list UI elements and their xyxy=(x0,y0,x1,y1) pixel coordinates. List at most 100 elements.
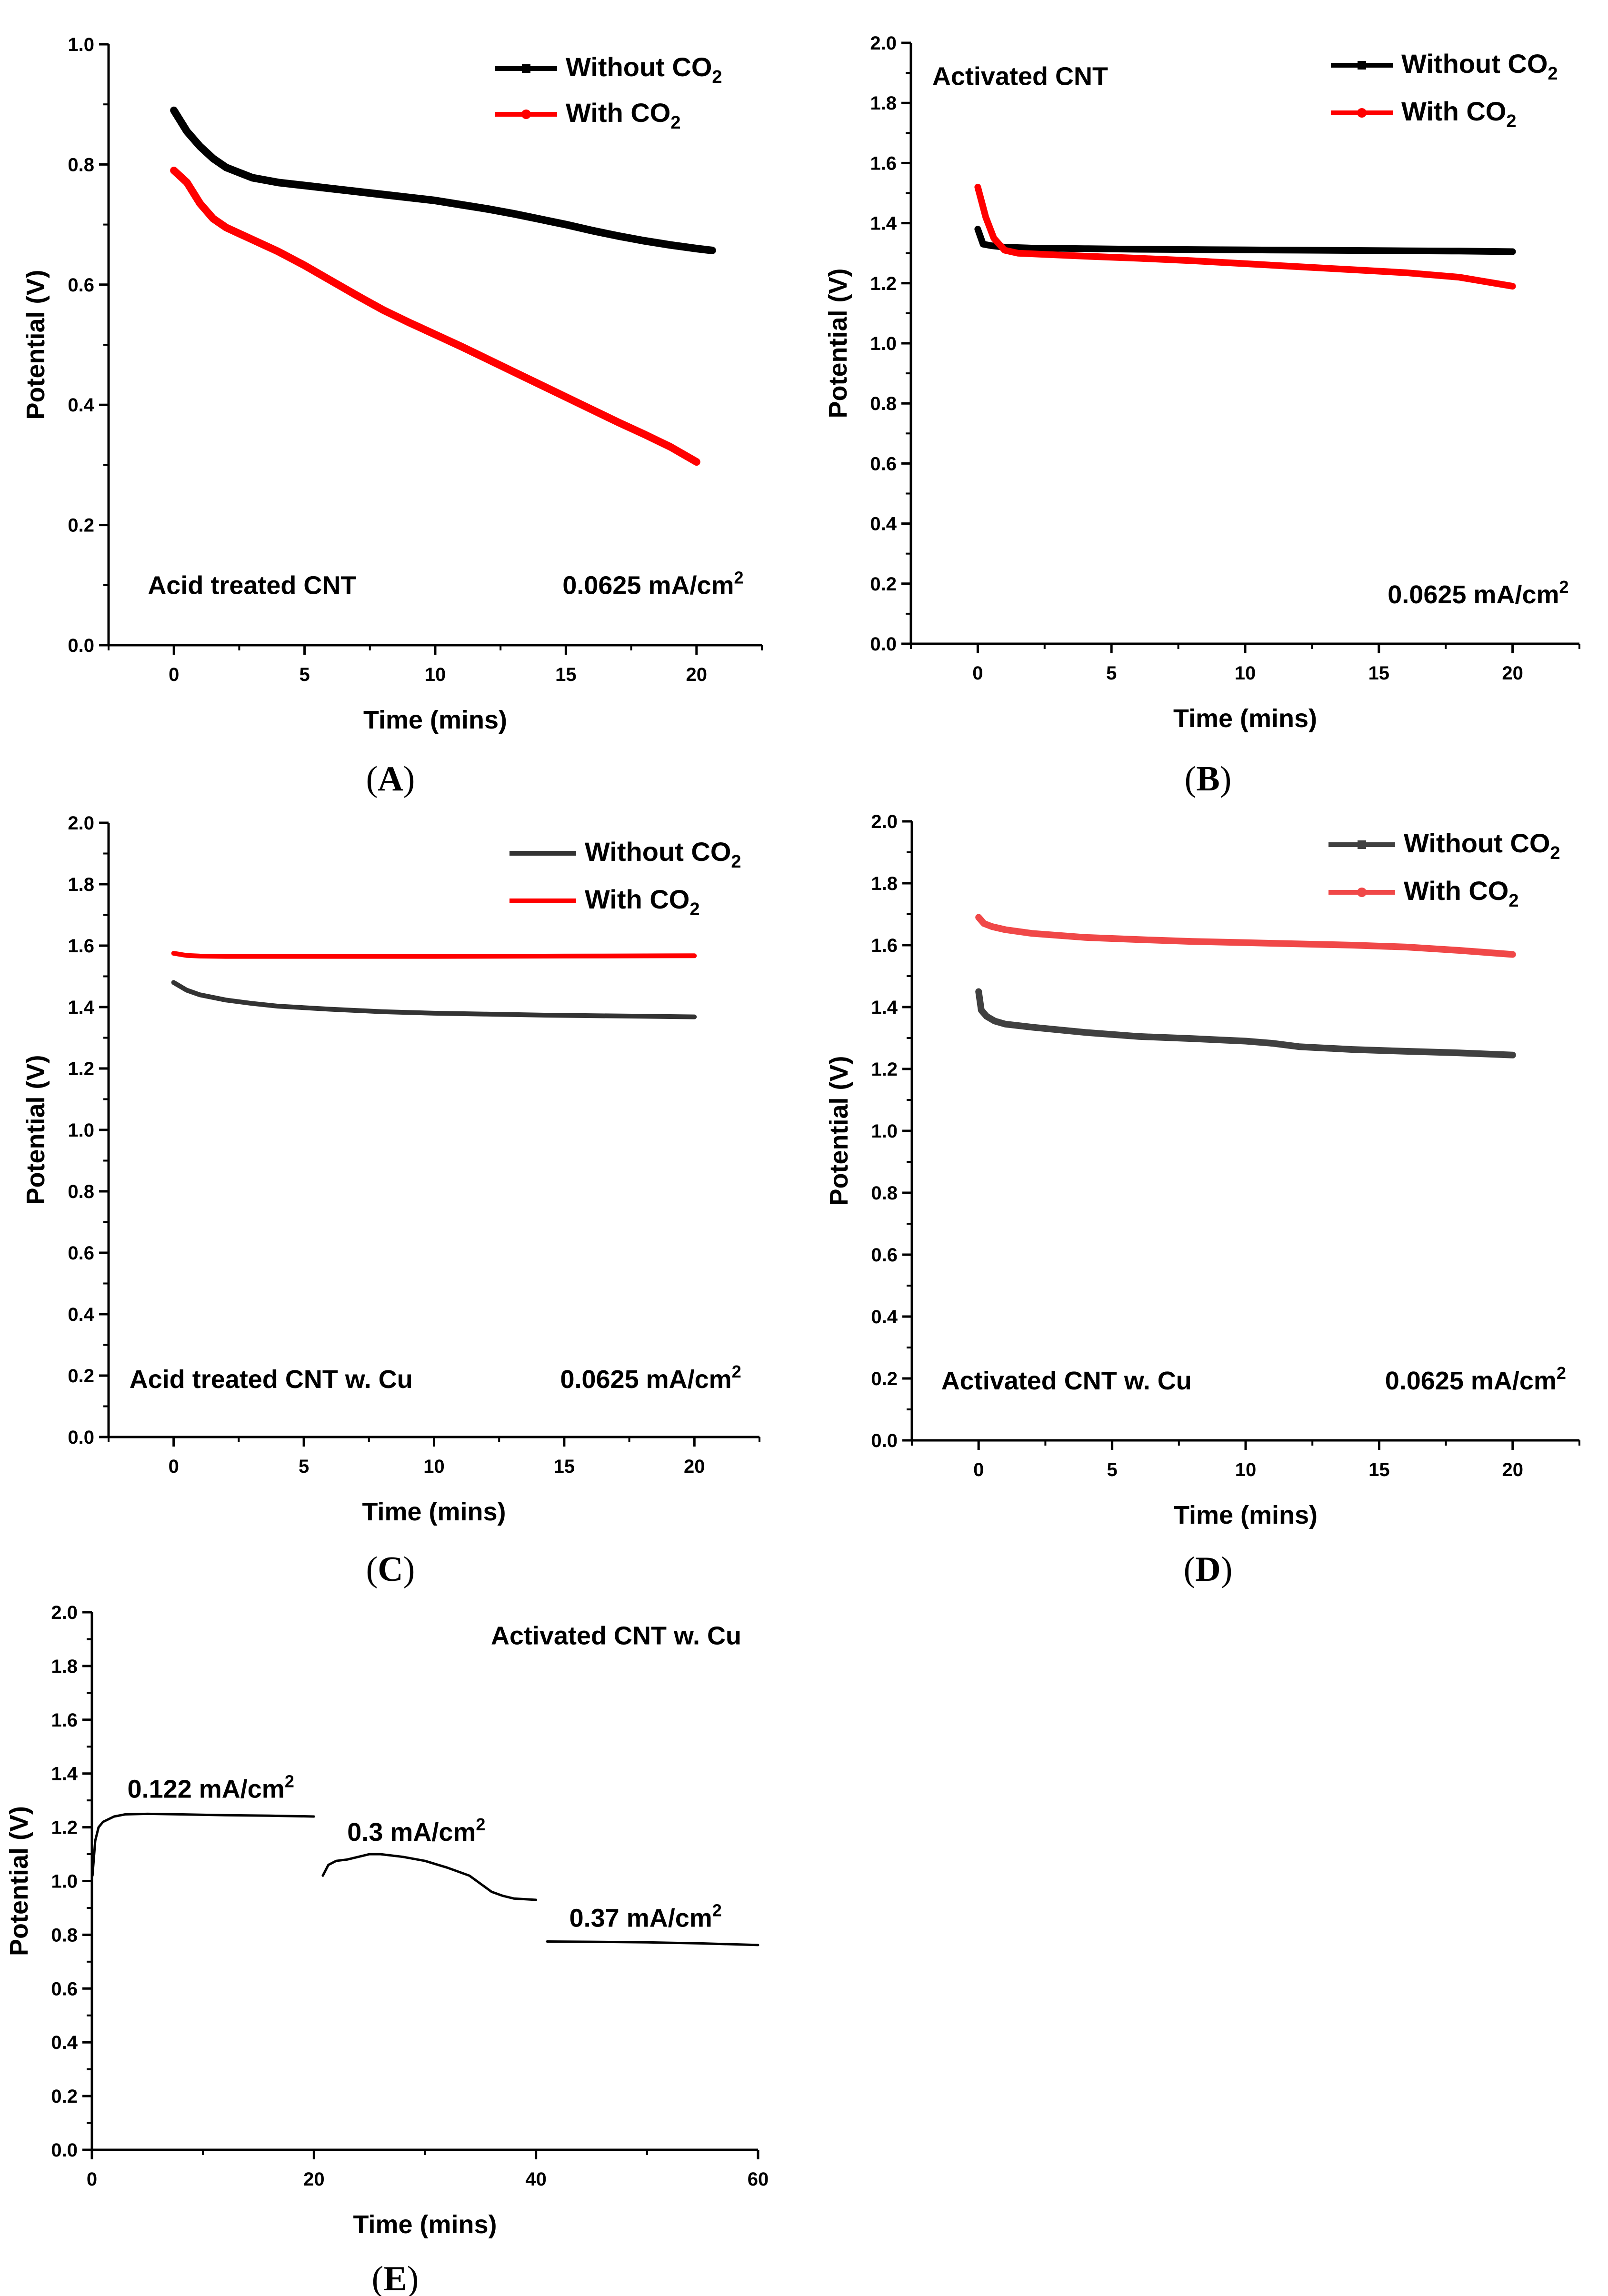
annotation: Acid treated CNT w. Cu xyxy=(130,1365,413,1394)
y-tick-label: 0.6 xyxy=(68,1243,94,1264)
y-tick-label: 0.0 xyxy=(870,634,897,655)
x-tick-label: 0 xyxy=(973,1459,984,1480)
x-tick-label: 10 xyxy=(425,664,446,685)
y-tick-label: 0.6 xyxy=(51,1978,78,1999)
y-tick-label: 1.0 xyxy=(870,333,897,354)
legend-label: Without CO2 xyxy=(1401,49,1558,84)
y-tick-label: 1.6 xyxy=(870,153,897,174)
annotation: Activated CNT xyxy=(932,62,1108,90)
series-line xyxy=(974,183,1516,290)
x-tick-label: 0 xyxy=(972,663,983,684)
y-tick-label: 0.0 xyxy=(51,2140,78,2161)
y-tick-label: 0.2 xyxy=(870,574,897,595)
y-tick-label: 0.8 xyxy=(871,1183,898,1204)
y-tick-label: 0.6 xyxy=(68,275,94,296)
panel-caption: (C) xyxy=(366,1550,415,1589)
panel-caption: (E) xyxy=(372,2259,419,2296)
y-tick-label: 0.4 xyxy=(51,2032,78,2053)
x-tick-label: 15 xyxy=(554,1456,575,1477)
legend-label: Without CO2 xyxy=(566,52,722,87)
x-tick-label: 10 xyxy=(1235,663,1256,684)
y-tick-label: 2.0 xyxy=(870,33,897,54)
y-axis-title: Potential (V) xyxy=(824,268,852,418)
chart-panel-A: 0.0 0.2 0.4 0.6 0.8 1.0 0 5 10 15 20 Time (mins) Pot… xyxy=(21,34,763,799)
y-tick-label: 1.6 xyxy=(871,935,898,956)
x-axis-title: Time (mins) xyxy=(1173,704,1317,733)
x-tick-label: 10 xyxy=(1235,1459,1257,1480)
x-tick-label: 20 xyxy=(686,664,708,685)
y-axis-title: Potential (V) xyxy=(21,270,50,419)
y-axis-title: Potential (V) xyxy=(21,1055,50,1205)
legend-label: Without CO2 xyxy=(585,837,741,872)
x-tick-label: 5 xyxy=(1107,1459,1117,1480)
y-tick-label: 0.4 xyxy=(68,1304,94,1325)
x-axis-title: Time (mins) xyxy=(353,2210,497,2239)
series-line xyxy=(321,1853,538,1901)
y-tick-label: 0.6 xyxy=(870,453,897,474)
y-tick-label: 1.0 xyxy=(68,1120,94,1141)
legend-marker xyxy=(1357,888,1367,897)
chart-panel-E: 0.0 0.2 0.4 0.6 0.8 1.0 1.2 1.4 1.6 1.8 2.0 0 20 40 60… xyxy=(5,1602,769,2296)
y-tick-label: 1.4 xyxy=(871,997,898,1018)
y-axis-title: Potential (V) xyxy=(5,1806,33,1956)
chart-panel-C: 0.0 0.2 0.4 0.6 0.8 1.0 1.2 1.4 1.6 1.8 2.0 0 5 10 15 2… xyxy=(21,813,760,1589)
y-tick-label: 1.8 xyxy=(51,1656,78,1677)
y-tick-label: 1.2 xyxy=(51,1817,78,1838)
x-tick-label: 0 xyxy=(169,664,179,685)
y-tick-label: 1.8 xyxy=(68,874,94,895)
legend-label: With CO2 xyxy=(1404,876,1518,911)
y-tick-label: 0.8 xyxy=(68,1181,94,1202)
x-axis-title: Time (mins) xyxy=(1174,1501,1318,1529)
x-tick-label: 0 xyxy=(169,1456,179,1477)
x-tick-label: 40 xyxy=(525,2169,547,2190)
y-tick-label: 1.6 xyxy=(68,936,94,957)
annotation: 0.0625 mA/cm2 xyxy=(562,568,743,600)
series-line xyxy=(170,167,700,466)
series-line xyxy=(170,106,716,254)
y-tick-label: 0.2 xyxy=(68,1366,94,1387)
x-tick-label: 20 xyxy=(303,2169,325,2190)
y-tick-label: 0.8 xyxy=(870,393,897,414)
x-tick-label: 20 xyxy=(684,1456,705,1477)
legend-marker xyxy=(522,64,530,73)
y-tick-label: 1.4 xyxy=(68,997,94,1018)
annotation: 0.0625 mA/cm2 xyxy=(1385,1363,1566,1395)
panel-caption: (B) xyxy=(1185,759,1232,799)
y-tick-label: 1.8 xyxy=(871,873,898,894)
y-tick-label: 1.0 xyxy=(51,1871,78,1892)
legend-label: With CO2 xyxy=(585,884,699,919)
panel-caption: (D) xyxy=(1184,1550,1233,1589)
y-tick-label: 1.0 xyxy=(871,1121,898,1142)
panel-caption: (A) xyxy=(366,759,415,799)
series-line xyxy=(975,914,1516,958)
x-tick-label: 15 xyxy=(1368,663,1390,684)
y-tick-label: 0.0 xyxy=(68,1427,94,1448)
legend-label: With CO2 xyxy=(1401,96,1516,131)
x-tick-label: 5 xyxy=(1106,663,1117,684)
annotation: 0.122 mA/cm2 xyxy=(128,1772,294,1804)
legend-label: Without CO2 xyxy=(1404,828,1560,863)
x-tick-label: 15 xyxy=(1368,1459,1390,1480)
series-line xyxy=(546,1940,759,1947)
series-line xyxy=(975,988,1516,1058)
x-axis-title: Time (mins) xyxy=(363,706,507,734)
annotation: Activated CNT w. Cu xyxy=(491,1622,741,1650)
annotation: 0.3 mA/cm2 xyxy=(347,1815,485,1847)
y-tick-label: 0.4 xyxy=(870,514,897,535)
y-tick-label: 1.6 xyxy=(51,1710,78,1731)
y-tick-label: 1.2 xyxy=(870,273,897,294)
y-tick-label: 0.8 xyxy=(51,1925,78,1946)
y-tick-label: 0.4 xyxy=(68,395,94,416)
y-tick-label: 1.2 xyxy=(871,1059,898,1080)
y-tick-label: 0.0 xyxy=(871,1430,898,1451)
y-tick-label: 0.6 xyxy=(871,1245,898,1266)
x-tick-label: 10 xyxy=(423,1456,445,1477)
y-tick-label: 0.4 xyxy=(871,1307,898,1328)
legend-marker xyxy=(1357,108,1367,118)
chart-panel-D: 0.0 0.2 0.4 0.6 0.8 1.0 1.2 1.4 1.6 1.8 2.0 0 5 10 15 2… xyxy=(825,811,1580,1589)
series-line xyxy=(171,980,697,1019)
y-tick-label: 1.2 xyxy=(68,1058,94,1079)
x-axis-title: Time (mins) xyxy=(362,1497,506,1526)
legend-label: With CO2 xyxy=(566,98,680,133)
